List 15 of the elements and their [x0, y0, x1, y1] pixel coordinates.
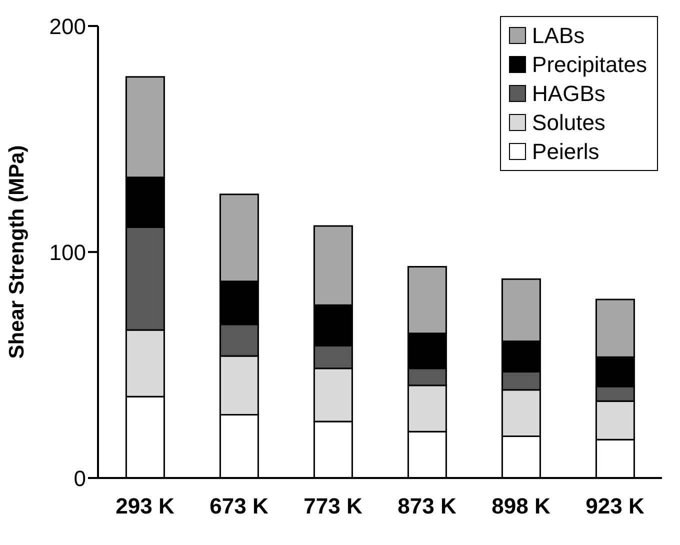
x-tick-label: 898 K — [492, 494, 550, 519]
legend-label: Solutes — [532, 109, 606, 137]
y-axis-title: Shear Strength (MPa) — [5, 145, 28, 359]
x-tick-label: 293 K — [116, 494, 174, 519]
legend-label: LABs — [532, 22, 585, 50]
legend-label: Peierls — [532, 138, 600, 166]
x-tick-label: 773 K — [304, 494, 362, 519]
y-tick-label: 200 — [49, 14, 86, 39]
x-tick-label: 923 K — [586, 494, 644, 519]
x-tick-label: 673 K — [210, 494, 268, 519]
y-tick-label: 0 — [74, 466, 86, 491]
y-tick-label: 100 — [49, 240, 86, 265]
legend-label: Precipitates — [532, 51, 647, 79]
legend-label: HAGBs — [532, 80, 606, 108]
x-tick-label: 873 K — [398, 494, 456, 519]
